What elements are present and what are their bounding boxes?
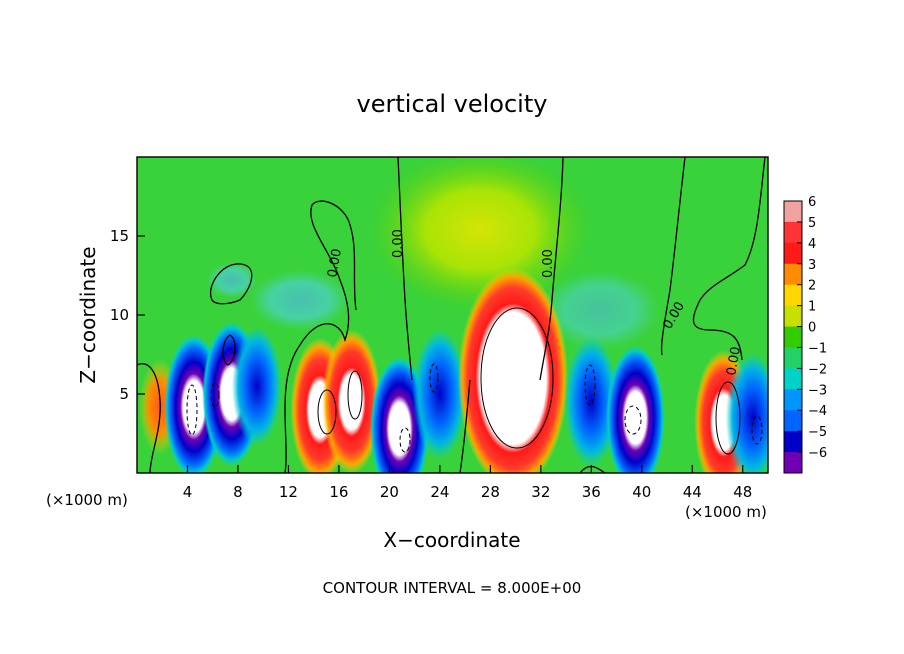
core-contours [186, 307, 763, 455]
colorbar-label: −5 [808, 425, 827, 440]
x-tick-label: 12 [279, 483, 298, 501]
x-tick-label: 44 [683, 483, 702, 501]
velocity-cell [458, 268, 569, 473]
colorbar-label: −4 [808, 404, 827, 419]
x-axis-label: X−coordinate [383, 528, 520, 552]
contour-label: 0.00 [724, 346, 744, 377]
plot-area: 0.00 0.00 0.00 0.00 0.00 [137, 157, 768, 473]
velocity-cell [412, 328, 468, 460]
x-unit-left: (×1000 m) [46, 491, 128, 509]
colorbar-label: 3 [808, 258, 816, 273]
x-tick-label: 4 [183, 483, 193, 501]
y-axis-label: Z−coordinate [76, 246, 100, 383]
velocity-cell [231, 326, 282, 447]
y-axis: 5 10 15 [110, 227, 145, 403]
colorbar-swatch [784, 305, 802, 328]
colorbar-label: 6 [808, 195, 816, 210]
colorbar-swatch [784, 326, 802, 348]
colorbar-swatch [784, 368, 802, 390]
colorbar-swatch [784, 284, 802, 307]
x-axis: 4 8 12 16 20 24 28 32 36 40 44 48 [183, 465, 752, 501]
colorbar-label: 5 [808, 216, 816, 231]
colorbar-label: 4 [808, 237, 816, 252]
zero-contours [137, 157, 766, 473]
colorbar-swatch [784, 347, 802, 369]
contour-label: 0.00 [325, 248, 345, 279]
x-tick-label: 24 [430, 483, 449, 501]
x-tick-label: 32 [531, 483, 550, 501]
colorbar: 6 5 4 3 2 1 0 −1 −2 −3 −4 −5 −6 [783, 195, 827, 474]
contour-interval-note: CONTOUR INTERVAL = 8.000E+00 [323, 579, 582, 597]
colorbar-label: −1 [808, 341, 827, 356]
x-tick-label: 40 [632, 483, 651, 501]
chart-title: vertical velocity [357, 90, 548, 118]
velocity-cell [322, 329, 381, 473]
colorbar-swatch [784, 201, 802, 223]
y-tick-label: 10 [110, 306, 129, 324]
colorbar-label: 2 [808, 279, 816, 294]
colorbar-swatch [784, 242, 802, 265]
colorbar-swatch [784, 389, 802, 411]
x-tick-label: 36 [582, 483, 601, 501]
colorbar-label: −6 [808, 446, 827, 461]
colorbar-label: −2 [808, 362, 827, 377]
colorbar-label: 1 [808, 300, 816, 315]
colorbar-label: −3 [808, 383, 827, 398]
colorbar-swatch [784, 221, 802, 244]
colorbar-swatch [784, 410, 802, 432]
x-tick-label: 8 [233, 483, 243, 501]
x-tick-label: 20 [380, 483, 399, 501]
colorbar-swatch [784, 263, 802, 286]
contour-label: 0.00 [541, 249, 556, 278]
x-tick-label: 16 [329, 483, 348, 501]
velocity-cell [564, 335, 619, 468]
velocity-cell [606, 345, 665, 473]
y-tick-label: 5 [119, 385, 129, 403]
colorbar-swatch [784, 452, 802, 474]
x-tick-label: 28 [481, 483, 500, 501]
colorbar-label: 0 [808, 321, 816, 336]
y-tick-label: 15 [110, 227, 129, 245]
colorbar-frame [783, 200, 803, 474]
contour-label: 0.00 [391, 229, 406, 258]
x-tick-label: 48 [733, 483, 752, 501]
colorbar-swatch [784, 431, 802, 453]
x-unit-right: (×1000 m) [685, 503, 767, 521]
